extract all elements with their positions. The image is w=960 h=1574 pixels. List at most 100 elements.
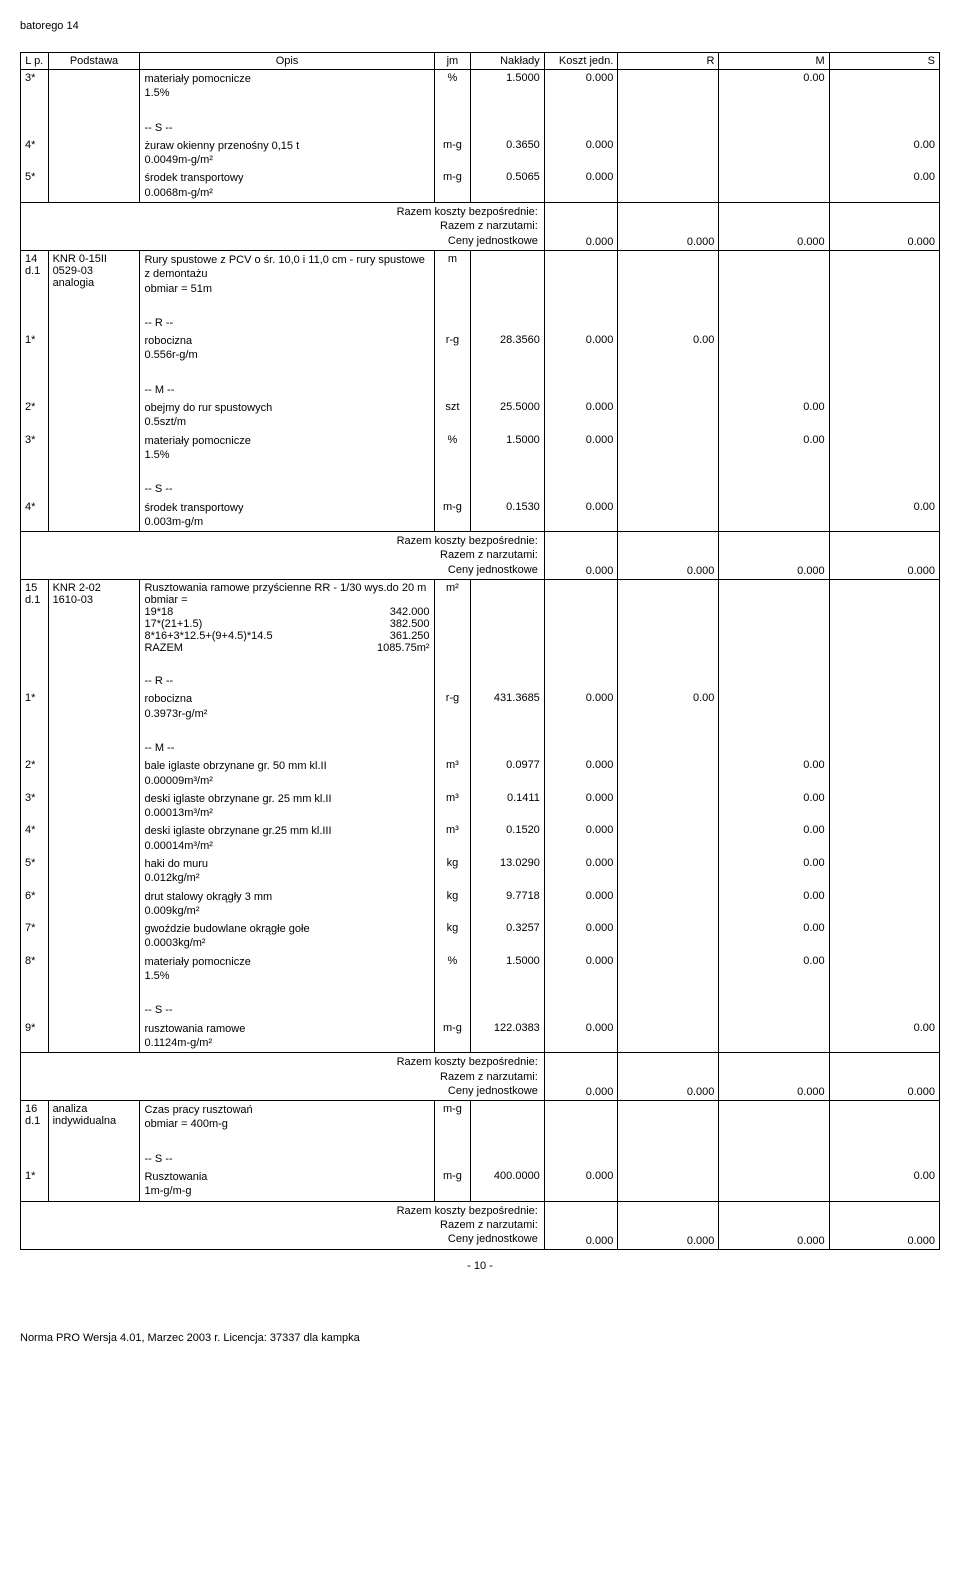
cell-s [829,480,939,498]
table-row: -- S -- [21,1001,940,1019]
cell-m: 0.00 [719,888,829,921]
table-row: 8* materiały pomocnicze1.5% % 1.5000 0.0… [21,953,940,986]
opis-text: -- S -- [144,1152,429,1166]
cell-opis: Czas pracy rusztowańobmiar = 400m-g [140,1101,434,1134]
cell-naklady [471,1150,545,1168]
razem-r: 0.000 [618,532,719,580]
cell-podstawa [48,1020,140,1053]
cell-naklady [471,119,545,137]
cell-jm: m³ [434,757,471,790]
cell-lp [21,314,49,332]
cell-r [618,432,719,465]
table-row: 4* środek transportowy0.003m-g/m m-g 0.1… [21,499,940,532]
cell-r [618,739,719,757]
razem-koszt: 0.000 [544,1201,618,1249]
obmiar-right: 342.000 [347,606,430,618]
cell-s: 0.00 [829,1020,939,1053]
cell-jm [434,672,471,690]
opis-text: żuraw okienny przenośny 0,15 t0.0049m-g/… [144,139,429,168]
razem-row: Razem koszty bezpośrednie: Razem z narzu… [21,532,940,580]
cell-jm [434,314,471,332]
cell-r [618,137,719,170]
cell-jm: % [434,953,471,986]
cell-s [829,314,939,332]
cell-podstawa [48,432,140,465]
table-row: 2* obejmy do rur spustowych0.5szt/m szt … [21,399,940,432]
cell-s [829,672,939,690]
cell-podstawa [48,169,140,202]
obmiar-left: 8*16+3*12.5+(9+4.5)*14.5 [144,630,346,642]
opis-text: środek transportowy0.0068m-g/m² [144,171,429,200]
cell-lp [21,119,49,137]
razem-label-2: Razem z narzutami: [25,219,538,233]
cell-lp [21,1001,49,1019]
cell-naklady: 1.5000 [471,70,545,103]
cell-naklady: 0.1520 [471,822,545,855]
cell-koszt [544,314,618,332]
cell-opis: Rusztowania1m-g/m-g [140,1168,434,1201]
table-row: 3* materiały pomocnicze1.5% % 1.5000 0.0… [21,70,940,103]
table-row: -- S -- [21,480,940,498]
cell-r [618,888,719,921]
table-row: -- S -- [21,119,940,137]
cell-koszt: 0.000 [544,332,618,365]
cell-koszt: 0.000 [544,757,618,790]
cell-koszt: 0.000 [544,499,618,532]
cell-lp [21,381,49,399]
opis-text: bale iglaste obrzynane gr. 50 mm kl.II0.… [144,759,429,788]
cell-naklady: 9.7718 [471,888,545,921]
table-row: 5* haki do muru0.012kg/m² kg 13.0290 0.0… [21,855,940,888]
cell-podstawa [48,822,140,855]
opis-text: -- M -- [144,741,429,755]
cell-podstawa [48,855,140,888]
opis-text: deski iglaste obrzynane gr. 25 mm kl.II0… [144,792,429,821]
cell-jm: szt [434,399,471,432]
spacer-row [21,723,940,739]
th-podstawa: Podstawa [48,53,140,70]
opis-text: materiały pomocnicze1.5% [144,72,429,101]
cell-koszt [544,119,618,137]
spacer-row [21,365,940,381]
cell-s [829,1001,939,1019]
cell-opis: haki do muru0.012kg/m² [140,855,434,888]
razem-label-3: Ceny jednostkowe [25,563,538,577]
cell-opis: deski iglaste obrzynane gr.25 mm kl.III0… [140,822,434,855]
cell-naklady: 13.0290 [471,855,545,888]
cell-m: 0.00 [719,822,829,855]
table-row: 9* rusztowania ramowe0.1124m-g/m² m-g 12… [21,1020,940,1053]
cell-s [829,888,939,921]
cell-naklady: 122.0383 [471,1020,545,1053]
cell-r [618,1150,719,1168]
cell-opis: materiały pomocnicze1.5% [140,953,434,986]
cell-koszt: 0.000 [544,690,618,723]
opis-text: gwoździe budowlane okrągłe gołe0.0003kg/… [144,922,429,951]
table-body: 3* materiały pomocnicze1.5% % 1.5000 0.0… [21,70,940,1250]
razem-label-2: Razem z narzutami: [25,1218,538,1232]
cell-podstawa [48,381,140,399]
cell-podstawa: KNR 2-021610-03 [48,580,140,657]
cell-s [829,739,939,757]
table-row: -- M -- [21,739,940,757]
th-lp: L p. [21,53,49,70]
table-row: -- M -- [21,381,940,399]
cell-s [829,70,939,103]
cell-s [829,920,939,953]
cell-r [618,480,719,498]
cell-naklady [471,1101,545,1134]
obmiar-left: 19*18 [144,606,346,618]
razem-row: Razem koszty bezpośrednie: Razem z narzu… [21,203,940,251]
cell-opis: -- S -- [140,119,434,137]
table-row: 1* robocizna0.3973r-g/m² r-g 431.3685 0.… [21,690,940,723]
cell-m [719,739,829,757]
cell-r: 0.00 [618,332,719,365]
cell-podstawa [48,888,140,921]
cell-naklady: 0.3257 [471,920,545,953]
cell-s [829,332,939,365]
razem-s: 0.000 [829,203,939,251]
cell-r [618,757,719,790]
cell-koszt [544,739,618,757]
razem-s: 0.000 [829,1053,939,1101]
cell-m [719,499,829,532]
cell-s [829,119,939,137]
opis-text: haki do muru0.012kg/m² [144,857,429,886]
